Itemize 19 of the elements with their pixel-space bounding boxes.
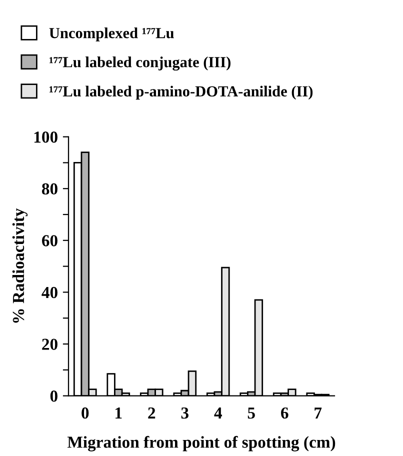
x-tick-label: 6 <box>281 407 288 419</box>
x-tick-label: 0 <box>82 407 89 419</box>
y-tick-label: 40 <box>42 286 58 298</box>
x-tick-label: 5 <box>248 408 255 419</box>
legend-label: ¹⁷⁷Lu labeled p-amino-DOTA-anilide (II) <box>49 86 313 100</box>
x-tick-label: 4 <box>214 408 222 418</box>
x-axis-title: Migration from point of spotting (cm) <box>67 436 336 452</box>
x-tick-label: 7 <box>314 408 322 418</box>
legend-label: ¹⁷⁷Lu labeled conjugate (III) <box>49 56 230 71</box>
x-tick-label: 3 <box>181 407 188 419</box>
x-tick-label: 1 <box>116 407 122 418</box>
y-tick-label: 80 <box>42 183 58 195</box>
x-tick-label: 2 <box>148 407 156 418</box>
legend-label: Uncomplexed ¹⁷⁷Lu <box>49 27 174 42</box>
y-tick-label: 0 <box>50 390 58 402</box>
y-tick-label: 100 <box>34 132 58 143</box>
y-axis-title: % Radioactivity <box>12 208 28 323</box>
y-tick-label: 20 <box>42 338 58 350</box>
y-tick-label: 60 <box>42 235 58 246</box>
